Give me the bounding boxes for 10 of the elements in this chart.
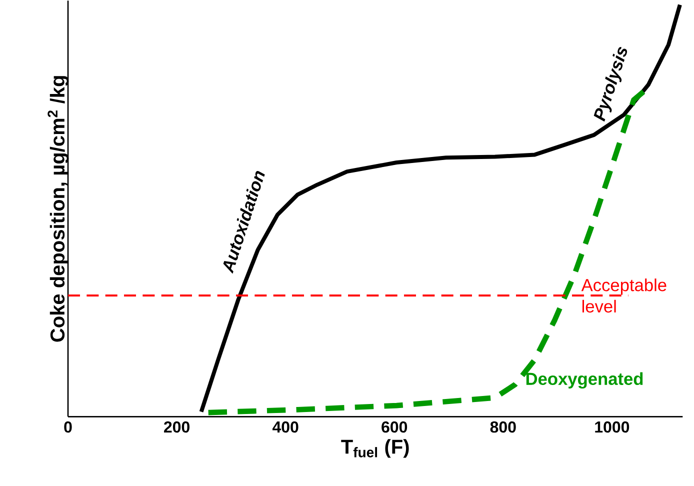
x-tick-label: 400 xyxy=(272,421,298,433)
series-label: Deoxygenated xyxy=(526,372,643,389)
x-tick-label: 0 xyxy=(64,421,72,433)
x-tick-label: 200 xyxy=(164,421,190,433)
y-axis-title: Coke deposition, µg/cm$^{2}$ /kg xyxy=(48,76,69,342)
x-tick-label: 800 xyxy=(490,421,516,433)
x-tick-label: 1000 xyxy=(595,421,630,433)
ref-line-label: Acceptable level xyxy=(581,278,666,313)
x-axis-title: T$_{fuel}$ (F) xyxy=(341,439,409,458)
x-tick-label: 600 xyxy=(382,421,408,433)
